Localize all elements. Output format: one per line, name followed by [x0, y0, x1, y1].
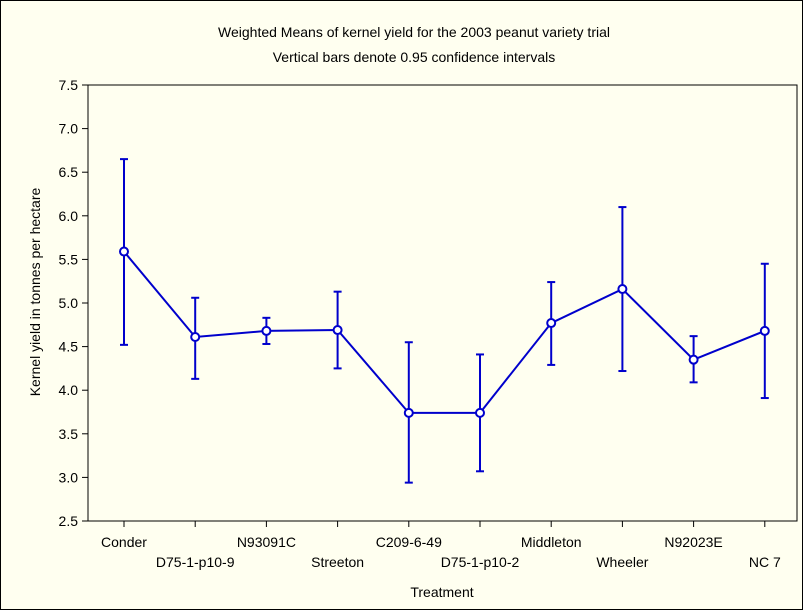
y-tick-label: 3.5 [59, 426, 79, 442]
x-tick-label: C209-6-49 [376, 534, 442, 550]
x-tick-label: Wheeler [596, 554, 648, 570]
x-axis-label: Treatment [410, 584, 473, 600]
x-tick-label: Middleton [521, 534, 582, 550]
y-tick-label: 4.5 [59, 339, 79, 355]
y-tick-label: 6.5 [59, 164, 79, 180]
y-tick-label: 6.0 [59, 208, 79, 224]
series-line [123, 250, 766, 414]
x-tick-label: NC 7 [749, 554, 781, 570]
x-tick-label: Conder [101, 534, 147, 550]
data-points [119, 246, 770, 418]
data-point [617, 284, 628, 295]
x-tick-label: Streeton [311, 554, 364, 570]
y-tick-label: 2.5 [59, 513, 79, 529]
data-point [688, 354, 699, 365]
y-tick-label: 5.0 [59, 295, 79, 311]
data-point [475, 407, 485, 418]
error-bars [120, 158, 769, 484]
data-point [119, 246, 129, 257]
y-tick-label: 3.0 [59, 469, 79, 485]
x-tick-label: N93091C [237, 534, 296, 550]
y-tick-label: 7.5 [59, 77, 79, 93]
data-point [261, 325, 272, 336]
y-axis: 2.5 3.0 3.5 4.0 4.5 5.0 5.5 6.0 6.5 7.0 7.5 [59, 77, 88, 529]
data-point [546, 318, 557, 329]
y-axis-label: Kernel yield in tonnes per hectare [27, 188, 43, 397]
chart-subtitle: Vertical bars denote 0.95 confidence int… [273, 49, 556, 65]
data-point [403, 407, 414, 418]
y-tick-label: 5.5 [59, 251, 79, 267]
x-tick-label: D75-1-p10-9 [156, 554, 235, 570]
data-point [332, 325, 343, 336]
data-point [190, 332, 201, 343]
data-point [759, 325, 770, 336]
chart-title: Weighted Means of kernel yield for the 2… [218, 24, 610, 40]
x-tick-label: N92023E [664, 534, 722, 550]
y-tick-label: 4.0 [59, 382, 79, 398]
y-tick-label: 7.0 [59, 121, 79, 137]
x-tick-label: D75-1-p10-2 [441, 554, 520, 570]
